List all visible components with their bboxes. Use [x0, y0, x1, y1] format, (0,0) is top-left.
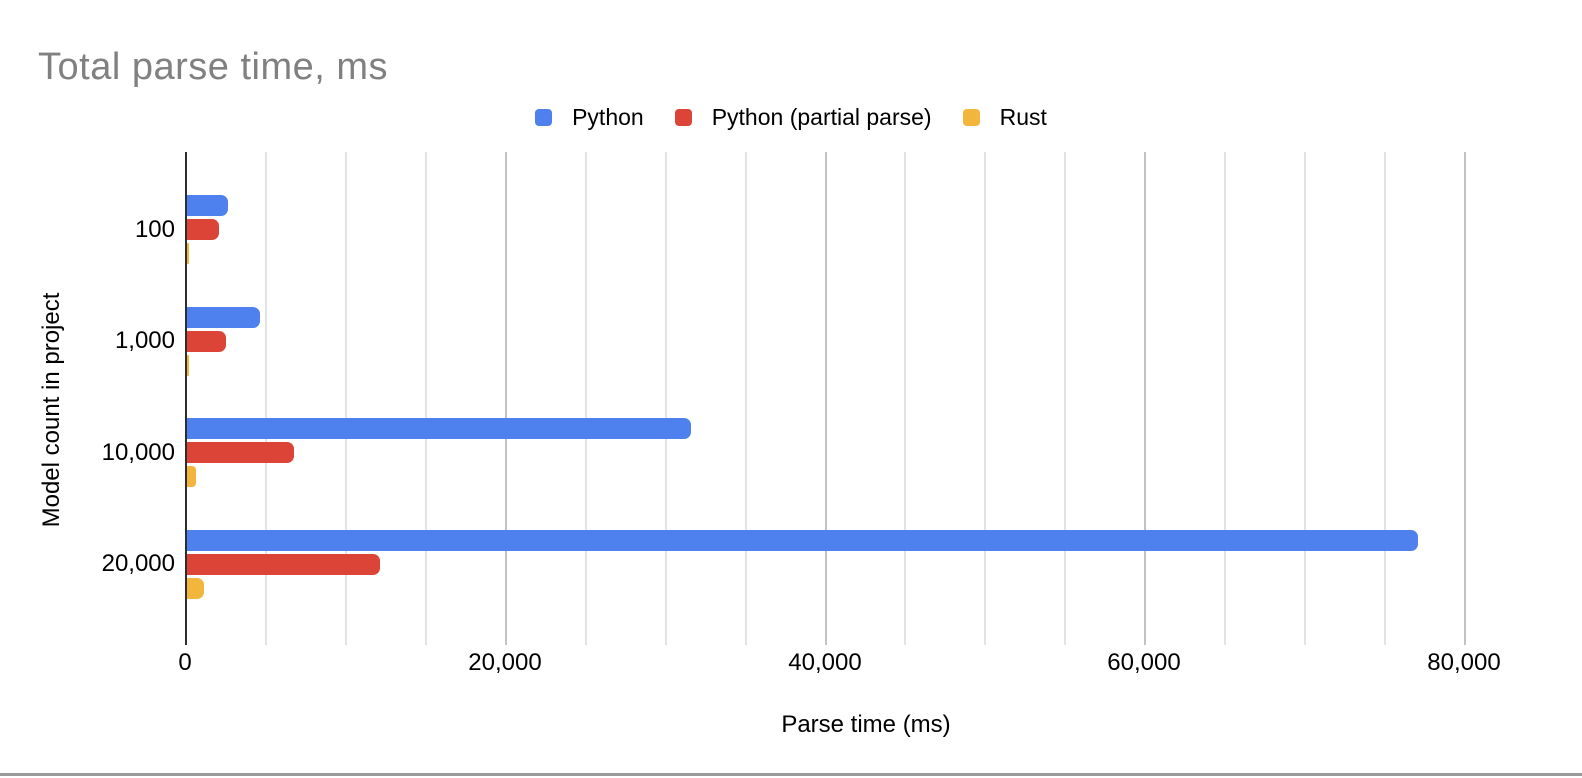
axis-tick	[984, 638, 986, 645]
gridline	[585, 152, 587, 638]
bottom-divider	[0, 773, 1582, 776]
axis-tick	[505, 638, 507, 645]
axis-tick	[425, 638, 427, 645]
axis-tick	[1064, 638, 1066, 645]
category-label: 20,000	[101, 550, 175, 577]
category-label: 10,000	[101, 439, 175, 466]
gridline	[425, 152, 427, 638]
x-tick-label: 80,000	[1427, 649, 1501, 676]
axis-tick	[1384, 638, 1386, 645]
chart-title: Total parse time, ms	[38, 46, 388, 88]
axis-tick	[585, 638, 587, 645]
plot-area	[185, 152, 1582, 645]
legend-item-1: Python	[535, 104, 644, 131]
axis-tick	[265, 638, 267, 645]
gridline	[745, 152, 747, 638]
axis-tick	[1224, 638, 1226, 645]
gridline	[665, 152, 667, 638]
axis-tick	[825, 638, 827, 645]
gridline	[825, 152, 827, 638]
y-axis-title: Model count in project	[38, 292, 65, 528]
gridline	[1464, 152, 1466, 638]
legend-swatch-icon	[962, 108, 980, 126]
x-tick-label: 20,000	[468, 649, 542, 676]
bar-10000-series-1	[187, 418, 691, 439]
axis-tick	[1144, 638, 1146, 645]
bar-1000-series-3	[187, 355, 189, 376]
bar-100-series-2	[187, 219, 219, 240]
axis-tick	[904, 638, 906, 645]
axis-tick	[345, 638, 347, 645]
axis-tick	[745, 638, 747, 645]
bar-20000-series-1	[187, 530, 1418, 551]
chart-legend: Python Python (partial parse) Rust	[0, 103, 1582, 131]
legend-item-2: Python (partial parse)	[674, 103, 932, 131]
bar-20000-series-2	[187, 554, 380, 575]
gridline	[1384, 152, 1386, 638]
legend-label: Python (partial parse)	[711, 103, 932, 130]
y-axis-line	[185, 152, 187, 638]
gridline	[345, 152, 347, 638]
gridline	[984, 152, 986, 638]
legend-label: Rust	[999, 103, 1047, 130]
axis-tick	[665, 638, 667, 645]
gridline	[1224, 152, 1226, 638]
x-tick-label: 0	[178, 649, 192, 676]
x-tick-label: 40,000	[788, 649, 862, 676]
bar-20000-series-3	[187, 578, 204, 599]
category-label: 100	[134, 216, 175, 243]
gridline	[505, 152, 507, 638]
gridline	[1304, 152, 1306, 638]
axis-tick	[185, 638, 187, 645]
axis-tick	[1464, 638, 1466, 645]
gridline	[1064, 152, 1066, 638]
legend-label: Python	[572, 103, 644, 130]
axis-tick	[1304, 638, 1306, 645]
x-axis-title: Parse time (ms)	[781, 711, 951, 738]
gridline	[904, 152, 906, 638]
legend-swatch-icon	[674, 108, 692, 126]
category-label: 1,000	[114, 327, 175, 354]
bar-1000-series-2	[187, 331, 226, 352]
legend-item-3: Rust	[962, 103, 1047, 131]
bar-100-series-3	[187, 243, 189, 264]
bar-1000-series-1	[187, 307, 260, 328]
legend-swatch-icon	[535, 108, 553, 126]
bar-10000-series-2	[187, 442, 294, 463]
bar-100-series-1	[187, 195, 228, 216]
bar-10000-series-3	[187, 466, 196, 487]
x-tick-label: 60,000	[1107, 649, 1181, 676]
gridline	[265, 152, 267, 638]
gridline	[1144, 152, 1146, 638]
